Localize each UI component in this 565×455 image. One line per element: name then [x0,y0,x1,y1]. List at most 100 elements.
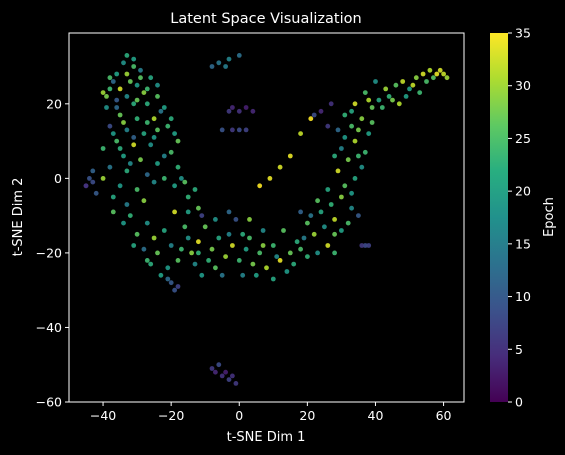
data-point [185,235,191,241]
data-point [107,164,113,170]
data-point [298,131,303,137]
data-point [127,79,133,84]
data-point [291,261,297,267]
data-point [144,258,150,263]
y-tick-label: −60 [36,395,62,410]
data-point [270,243,276,248]
data-point [151,135,157,140]
data-point [141,90,147,95]
data-point [127,161,133,166]
data-point [407,86,412,92]
data-point [138,157,143,163]
data-point [247,235,252,241]
data-point [247,217,252,222]
data-point [233,217,239,222]
data-point [192,187,198,192]
data-point [219,272,225,278]
data-point [342,112,348,118]
data-point [366,97,372,103]
data-point [172,183,178,189]
data-point [158,272,164,278]
data-point [90,179,96,185]
colorbar-tick-label: 35 [515,26,531,41]
data-point [345,157,351,163]
data-point [219,127,225,133]
data-point [100,90,106,95]
data-point [192,261,198,267]
data-point [114,97,120,103]
data-point [151,116,157,122]
data-point [124,168,130,174]
data-point [349,108,354,114]
data-point [230,127,235,133]
colorbar-tick-label: 25 [515,131,531,146]
data-point [93,190,99,196]
data-point [277,258,283,263]
data-point [107,75,113,81]
data-point [209,246,215,252]
data-point [117,183,123,189]
data-point [332,231,337,237]
data-point [243,127,249,133]
data-point [359,243,365,248]
data-point [155,82,160,88]
colorbar-axis: 0 5 10 15 20 25 30 35 [508,26,531,410]
data-point [243,105,249,110]
data-point [345,220,351,226]
data-point [124,94,130,99]
data-point [124,71,130,77]
data-point [209,64,215,69]
data-point [219,373,225,379]
data-point [131,64,137,69]
y-tick-label: 20 [46,96,62,111]
data-point [117,86,123,92]
data-point [376,97,382,103]
data-point [124,53,130,58]
data-point [172,131,178,137]
data-point [369,120,375,125]
data-point [352,176,358,181]
data-point [362,90,368,95]
x-tick-label: 20 [299,408,315,423]
data-point [175,284,181,289]
data-point [305,254,310,259]
data-point [356,153,361,159]
data-point [151,179,157,185]
data-point [189,250,195,256]
x-axis-label: t-SNE Dim 1 [227,430,306,445]
data-point [257,250,263,256]
colorbar-tick-label: 30 [515,78,531,93]
data-point [179,246,184,252]
data-point [325,123,331,129]
data-point [325,187,331,192]
data-point [287,250,293,256]
data-point [284,269,290,274]
data-point [161,228,167,233]
data-point [413,75,419,81]
data-point [311,231,317,237]
data-point [131,135,137,140]
data-point [199,213,205,219]
data-point [281,228,286,233]
data-point [216,362,222,368]
x-tick-label: 60 [436,408,452,423]
data-point [270,276,276,282]
data-point [127,213,133,219]
data-point [90,168,96,174]
colorbar-label: Epoch [542,197,557,237]
data-point [165,265,171,271]
data-point [339,194,344,200]
data-point [226,231,232,237]
data-point [104,94,109,99]
data-point [148,261,154,267]
data-point [131,142,137,148]
data-point [349,190,354,196]
data-point [260,228,266,233]
data-point [253,272,259,278]
data-point [155,127,160,133]
data-point [226,56,232,62]
data-point [213,369,218,375]
data-point [223,369,229,375]
data-point [110,194,116,200]
data-point [352,101,358,107]
